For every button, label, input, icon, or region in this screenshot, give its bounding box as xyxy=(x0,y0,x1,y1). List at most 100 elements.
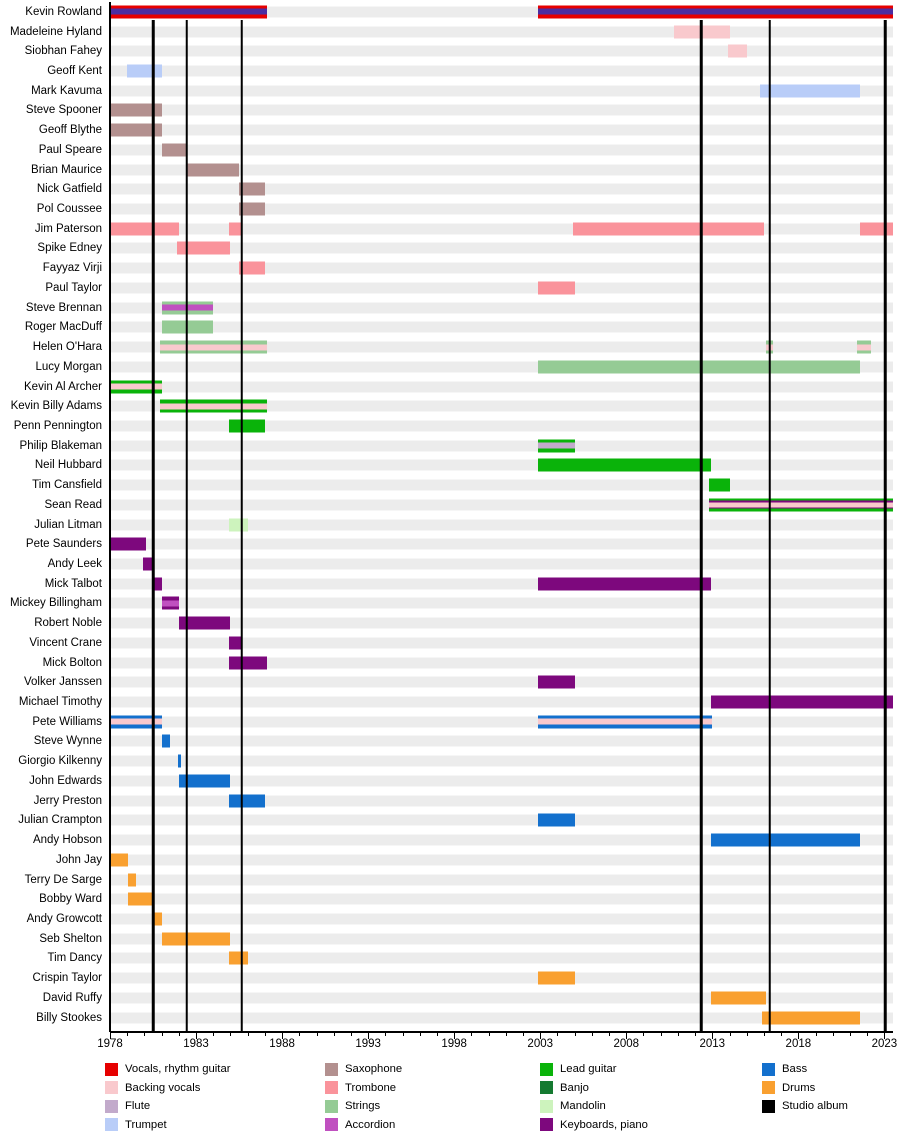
axis-minor-tick xyxy=(178,1032,180,1036)
member-track xyxy=(110,870,893,890)
bar-stripe-trombone xyxy=(538,281,575,295)
bar-stripe-backing_vocals xyxy=(159,403,267,410)
bar-stripe-trombone xyxy=(239,261,265,275)
row-band xyxy=(110,933,893,945)
member-row: Andy Leek xyxy=(0,554,900,574)
bar-stripe-saxophone xyxy=(110,103,162,117)
timeline-bar xyxy=(110,103,162,117)
legend-label: Trumpet xyxy=(125,1118,167,1131)
member-track xyxy=(110,594,893,614)
member-track xyxy=(110,278,893,298)
axis-year-label: 1993 xyxy=(355,1038,381,1050)
axis-year-label: 2023 xyxy=(871,1038,898,1050)
member-name: Michael Timothy xyxy=(18,696,102,709)
legend-item: Keyboards, piano xyxy=(540,1118,648,1132)
legend-item: Saxophone xyxy=(325,1062,402,1076)
timeline-bar xyxy=(228,656,267,670)
member-track xyxy=(110,160,893,180)
timeline-bar xyxy=(177,754,182,768)
member-name: Crispin Taylor xyxy=(32,972,102,985)
member-row: Andy Growcott xyxy=(0,909,900,929)
bar-stripe-lead_guitar xyxy=(159,399,267,404)
row-band xyxy=(110,499,893,511)
timeline-bar xyxy=(161,734,171,748)
timeline-bar xyxy=(228,222,241,236)
member-track xyxy=(110,416,893,436)
axis-minor-tick xyxy=(729,1032,731,1036)
bar-stripe-accordion xyxy=(161,600,179,607)
member-name: Paul Taylor xyxy=(45,281,102,294)
member-name: Spike Edney xyxy=(37,242,102,255)
member-track xyxy=(110,120,893,140)
bar-stripe-vocals xyxy=(538,14,893,19)
member-name: Tim Cansfield xyxy=(32,479,102,492)
timeline-bar xyxy=(110,853,129,867)
member-name: Kevin Billy Adams xyxy=(10,400,102,413)
row-band xyxy=(110,795,893,807)
member-track xyxy=(110,318,893,338)
member-row: Sean Read xyxy=(0,495,900,515)
bar-stripe-lead_guitar xyxy=(708,508,893,512)
timeline-bar xyxy=(110,222,179,236)
legend-label: Keyboards, piano xyxy=(560,1118,648,1131)
legend-item: Banjo xyxy=(540,1081,589,1095)
member-name: Kevin Al Archer xyxy=(24,380,102,393)
member-track xyxy=(110,495,893,515)
row-band xyxy=(110,676,893,688)
axis-major-tick xyxy=(626,1032,628,1039)
member-row: Julian Crampton xyxy=(0,811,900,831)
member-row: David Ruffy xyxy=(0,988,900,1008)
row-band xyxy=(110,696,893,708)
member-row: Lucy Morgan xyxy=(0,357,900,377)
member-track xyxy=(110,771,893,791)
bar-stripe-mandolin xyxy=(228,518,248,532)
bar-stripe-bass xyxy=(161,734,171,748)
legend-swatch-accordion xyxy=(325,1118,338,1132)
row-band xyxy=(110,223,893,235)
member-name: Jerry Preston xyxy=(33,794,102,807)
timeline-bar xyxy=(538,577,711,591)
timeline-bar xyxy=(127,64,162,78)
member-row: Mick Talbot xyxy=(0,574,900,594)
y-axis-spine xyxy=(109,2,111,1032)
member-name: Jim Paterson xyxy=(34,222,102,235)
timeline-bar xyxy=(110,123,162,137)
axis-minor-tick xyxy=(643,1032,645,1036)
axis-minor-tick xyxy=(127,1032,129,1036)
timeline-bar xyxy=(856,340,871,354)
member-track xyxy=(110,613,893,633)
member-row: Paul Taylor xyxy=(0,278,900,298)
legend-label: Accordion xyxy=(345,1118,396,1131)
member-name: Pol Coussee xyxy=(36,203,102,216)
timeline-bar xyxy=(228,794,265,808)
member-track xyxy=(110,140,893,160)
bar-stripe-keyboards xyxy=(710,695,893,709)
row-band xyxy=(110,479,893,491)
bar-stripe-strings xyxy=(159,340,267,345)
row-band xyxy=(110,65,893,77)
member-row: Seb Shelton xyxy=(0,929,900,949)
axis-minor-tick xyxy=(763,1032,765,1036)
timeline-bar xyxy=(161,301,214,315)
member-name: Steve Spooner xyxy=(25,104,102,117)
bar-stripe-drums xyxy=(228,951,248,965)
legend-swatch-saxophone xyxy=(325,1062,338,1076)
axis-minor-tick xyxy=(523,1032,524,1036)
member-name: Tim Dancy xyxy=(47,952,102,965)
timeline-bar xyxy=(110,5,267,19)
row-band xyxy=(110,637,893,649)
bar-stripe-saxophone xyxy=(161,143,186,157)
bar-stripe-bass xyxy=(110,724,162,729)
member-row: Steve Brennan xyxy=(0,298,900,318)
member-row: Giorgio Kilkenny xyxy=(0,751,900,771)
legend-item: Vocals, rhythm guitar xyxy=(105,1062,230,1076)
member-name: Vincent Crane xyxy=(29,636,102,649)
timeline-bar xyxy=(538,360,861,374)
member-row: Geoff Kent xyxy=(0,61,900,81)
legend-label: Strings xyxy=(345,1100,381,1113)
bar-stripe-saxophone xyxy=(185,163,240,177)
row-band xyxy=(110,440,893,452)
row-band xyxy=(110,972,893,984)
timeline-bar xyxy=(538,813,575,827)
bar-stripe-backing_vocals xyxy=(727,44,747,58)
